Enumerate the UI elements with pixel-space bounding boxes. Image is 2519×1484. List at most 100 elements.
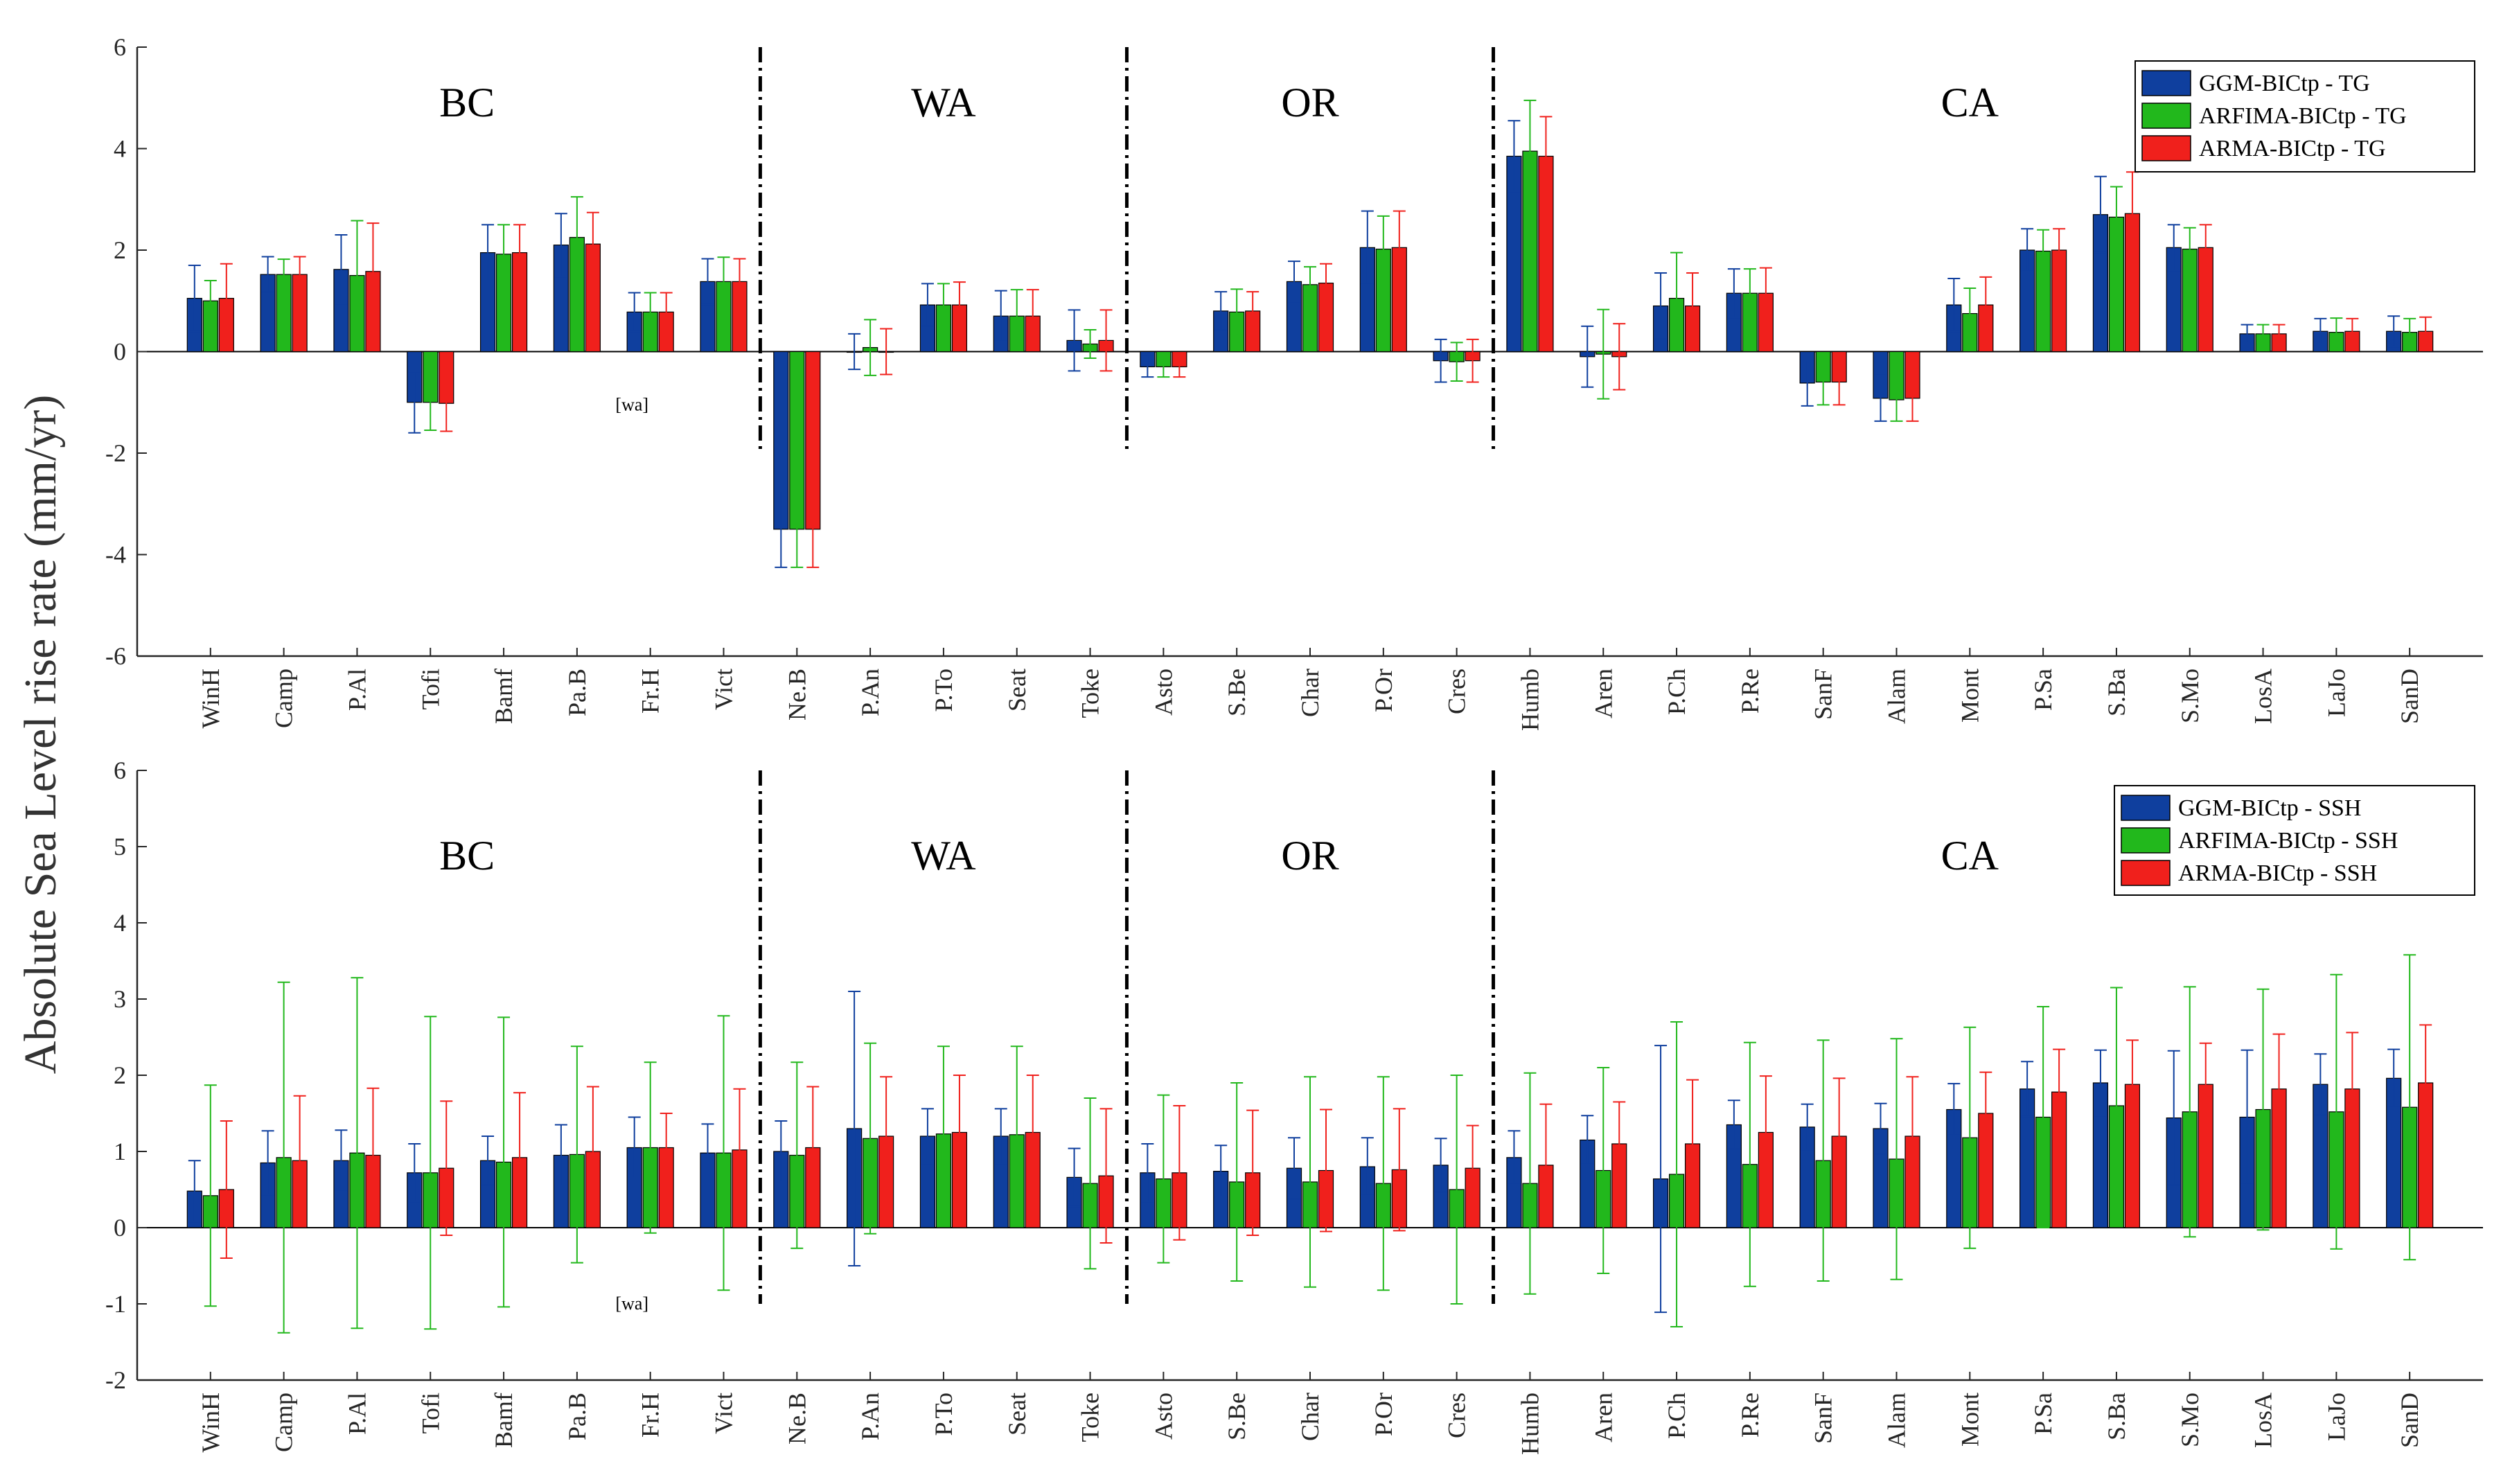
y-axis-label: Absolute Sea Level rise rate (mm/yr) xyxy=(15,395,66,1075)
panel-sea-surface-height: -2 -1 0 1 2 3 4 5 6 WinH Camp P.Al Tofi Bamf Pa.B Fr.H V… xyxy=(105,757,2483,1455)
legend-swatch xyxy=(2141,135,2191,161)
region-label: OR xyxy=(1281,80,1338,125)
x-tick-label: LosA xyxy=(2250,1393,2277,1448)
y-tick-label: 1 xyxy=(114,1138,126,1165)
y-tick-label: 4 xyxy=(114,135,126,163)
x-tick-label: Humb xyxy=(1516,1393,1544,1455)
y-tick-label: 5 xyxy=(114,833,126,860)
y-tick-label: 2 xyxy=(114,1061,126,1089)
x-tick-label: Cres xyxy=(1443,1393,1471,1438)
x-tick-label: P.Ch xyxy=(1663,1393,1690,1439)
region-label: CA xyxy=(1941,80,1999,125)
x-tick-label: Seat xyxy=(1003,669,1031,712)
x-tick-label: Bamf xyxy=(490,669,518,724)
x-tick-label: P.Sa xyxy=(2029,669,2057,711)
x-tick-label: P.An xyxy=(856,1393,884,1440)
legend-label: ARMA-BICtp - TG xyxy=(2199,136,2386,161)
y-tick-label: 0 xyxy=(114,1214,126,1242)
region-label: CA xyxy=(1941,833,1999,878)
legend-label: ARFIMA-BICtp - SSH xyxy=(2178,828,2398,854)
x-tick-label: P.Ch xyxy=(1663,669,1690,715)
x-tick-label: LosA xyxy=(2250,669,2277,724)
x-tick-label: Bamf xyxy=(490,1393,518,1448)
x-tick-label: Ne.B xyxy=(783,1393,811,1445)
x-tick-label: Cres xyxy=(1443,669,1471,714)
x-tick-label: S.Mo xyxy=(2176,669,2204,723)
y-tick-label: 0 xyxy=(114,338,126,366)
legend-label: GGM-BICtp - TG xyxy=(2199,71,2370,96)
x-tick-label: Mont xyxy=(1956,669,1983,723)
x-tick-label: SanD xyxy=(2396,669,2423,724)
x-tick-label: Tofi xyxy=(416,669,444,709)
legend-swatch xyxy=(2141,70,2191,96)
x-tick-label: Fr.H xyxy=(637,1393,664,1438)
panel-tide-gauge: -6 -4 -2 0 2 4 6 WinH Camp P.Al Tofi Bamf Pa.B Fr.H Vi… xyxy=(105,33,2483,731)
x-tick-label: P.An xyxy=(856,669,884,716)
legend-label: GGM-BICtp - SSH xyxy=(2178,795,2361,821)
x-tick-label: S.Ba xyxy=(2103,669,2130,716)
x-tick-label: P.Or xyxy=(1370,669,1397,712)
x-tick-label: Toke xyxy=(1077,669,1104,718)
x-tick-label: P.Al xyxy=(343,1393,371,1435)
y-tick-label: 4 xyxy=(114,909,126,937)
region-label: BC xyxy=(439,80,495,125)
region-label: WA xyxy=(911,80,975,125)
x-tick-label: Aren xyxy=(1589,1393,1617,1442)
x-tick-label: P.To xyxy=(930,1393,957,1436)
region-label: BC xyxy=(439,833,495,878)
x-tick-label: Pa.B xyxy=(563,1393,591,1440)
annotation-label: [wa] xyxy=(615,1293,648,1314)
legend-box xyxy=(2114,785,2475,896)
y-tick-label: -6 xyxy=(105,642,126,670)
x-tick-label: Vict xyxy=(710,1393,738,1434)
x-tick-label: LaJo xyxy=(2322,1393,2350,1441)
x-tick-label: P.Or xyxy=(1370,1393,1397,1436)
x-tick-label: P.To xyxy=(930,669,957,712)
x-tick-label: Toke xyxy=(1077,1393,1104,1442)
x-tick-label: P.Al xyxy=(343,669,371,711)
y-tick-label: 6 xyxy=(114,757,126,784)
x-tick-label: Asto xyxy=(1149,1393,1177,1440)
x-tick-label: WinH xyxy=(197,669,224,729)
legend-swatch xyxy=(2121,795,2171,821)
x-tick-label: SanF xyxy=(1810,1393,1837,1444)
legend-swatch xyxy=(2121,827,2171,854)
x-tick-label: Char xyxy=(1296,669,1324,717)
y-tick-label: -1 xyxy=(105,1290,126,1318)
x-tick-label: Ne.B xyxy=(783,669,811,721)
legend-swatch xyxy=(2121,860,2171,886)
y-tick-label: 3 xyxy=(114,985,126,1013)
x-tick-label: S.Mo xyxy=(2176,1393,2204,1447)
annotation-label: [wa] xyxy=(615,394,648,414)
x-tick-label: Asto xyxy=(1149,669,1177,716)
x-tick-label: Pa.B xyxy=(563,669,591,716)
x-tick-label: Camp xyxy=(270,1393,298,1452)
x-tick-label: Humb xyxy=(1516,669,1544,731)
x-tick-label: Camp xyxy=(270,669,298,728)
legend-label: ARMA-BICtp - SSH xyxy=(2178,860,2377,886)
x-tick-label: S.Be xyxy=(1223,1393,1250,1440)
region-label: OR xyxy=(1281,833,1338,878)
region-label: WA xyxy=(911,833,975,878)
x-tick-label: P.Sa xyxy=(2029,1393,2057,1435)
x-tick-label: Alam xyxy=(1883,1393,1911,1448)
x-tick-label: Vict xyxy=(710,669,738,710)
y-tick-label: 2 xyxy=(114,236,126,264)
legend-box xyxy=(2134,60,2475,173)
y-tick-label: -4 xyxy=(105,541,126,569)
x-tick-label: S.Be xyxy=(1223,669,1250,716)
x-tick-label: Char xyxy=(1296,1393,1324,1441)
x-tick-label: SanD xyxy=(2396,1393,2423,1448)
x-tick-label: Seat xyxy=(1003,1393,1031,1436)
x-tick-label: Alam xyxy=(1883,669,1911,724)
x-tick-label: Mont xyxy=(1956,1393,1983,1447)
y-tick-label: -2 xyxy=(105,1366,126,1394)
x-tick-label: Fr.H xyxy=(637,669,664,714)
x-tick-label: LaJo xyxy=(2322,669,2350,717)
x-tick-label: Tofi xyxy=(416,1393,444,1433)
x-tick-label: P.Re xyxy=(1736,1393,1764,1438)
x-tick-label: P.Re xyxy=(1736,669,1764,714)
x-tick-label: WinH xyxy=(197,1393,224,1453)
y-tick-label: -2 xyxy=(105,439,126,467)
